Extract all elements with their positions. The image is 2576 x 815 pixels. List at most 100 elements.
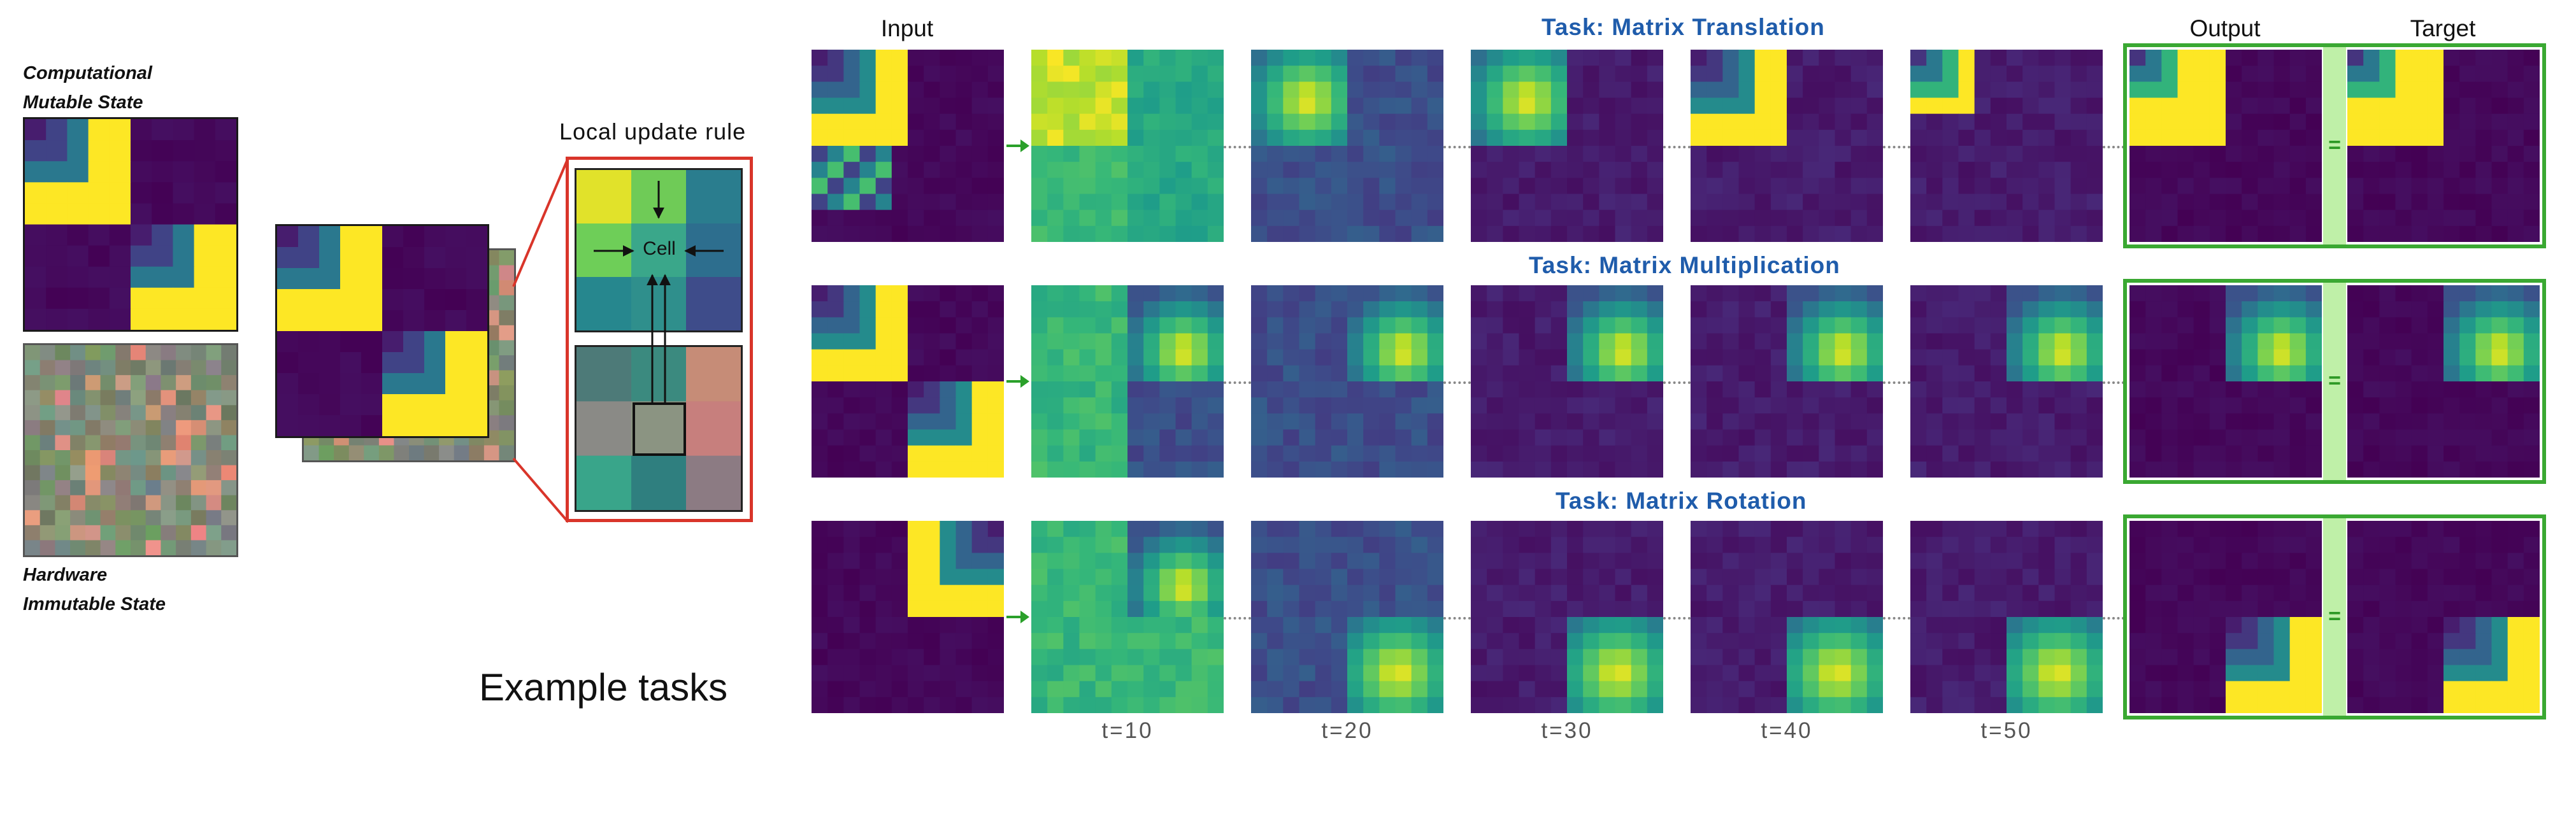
- local-update-rule-title: Local update rule: [559, 118, 747, 145]
- translation-input-panel-svg: [812, 50, 1004, 242]
- multiplication-dotted-connector-1: [1443, 381, 1471, 384]
- local-update-rule-frame: [566, 157, 753, 522]
- rotation-t20-panel-svg: [1251, 521, 1443, 713]
- zoom-line-bottom: [512, 457, 569, 523]
- column-output-header: Output: [2189, 15, 2261, 41]
- rotation-dotted-connector-0: [1224, 617, 1251, 620]
- rotation-green-arrow: [1006, 611, 1029, 623]
- column-target-header: Target: [2410, 15, 2476, 41]
- immutable-state-grid: [23, 343, 238, 557]
- computational-label-line1: Computational: [23, 63, 152, 83]
- hardware-label-line2: Immutable State: [23, 594, 166, 614]
- multiplication-dotted-connector-2: [1663, 381, 1691, 384]
- rotation-target-panel: [2347, 521, 2540, 713]
- computational-state-label: Computational Mutable State: [23, 59, 152, 117]
- multiplication-dotted-connector-3: [1883, 381, 1910, 384]
- rotation-input-panel-svg: [812, 521, 1004, 713]
- multiplication-t10-panel-svg: [1031, 285, 1224, 478]
- translation-dotted-connector-0: [1224, 146, 1251, 148]
- translation-t50-panel: [1910, 50, 2103, 242]
- translation-target-panel-svg: [2347, 50, 2540, 242]
- translation-t20-panel-svg: [1251, 50, 1443, 242]
- multiplication-t40-panel-svg: [1691, 285, 1883, 478]
- multiplication-input-panel: [812, 285, 1004, 478]
- translation-t10-panel-svg: [1031, 50, 1224, 242]
- translation-equals-sign: =: [2328, 133, 2341, 157]
- multiplication-input-panel-svg: [812, 285, 1004, 478]
- translation-green-arrow: [1006, 139, 1029, 152]
- task-title-rotation: Task: Matrix Rotation: [1556, 488, 1807, 514]
- rotation-output-panel-svg: [2129, 521, 2322, 713]
- rotation-output-target-frame: [2123, 514, 2546, 719]
- translation-dotted-connector-3: [1883, 146, 1910, 148]
- neighborhood-hardware-grid: [575, 345, 743, 512]
- translation-dotted-connector-4: [2103, 146, 2124, 148]
- rotation-t30-panel: [1471, 521, 1663, 713]
- time-label-50: t=50: [1980, 718, 2033, 743]
- translation-t50-panel-svg: [1910, 50, 2103, 242]
- mutable-state-svg: [25, 119, 236, 330]
- cell-label: Cell: [643, 238, 676, 259]
- rotation-output-panel: [2129, 521, 2322, 713]
- multiplication-t30-panel-svg: [1471, 285, 1663, 478]
- translation-t10-panel: [1031, 50, 1224, 242]
- translation-equals-strip: [2323, 47, 2346, 244]
- rotation-t30-panel-svg: [1471, 521, 1663, 713]
- rotation-dotted-connector-4: [2103, 617, 2124, 620]
- translation-t40-panel: [1691, 50, 1883, 242]
- translation-t20-panel: [1251, 50, 1443, 242]
- immutable-state-svg: [25, 345, 236, 555]
- rule-arrows: [594, 181, 724, 402]
- translation-input-panel: [812, 50, 1004, 242]
- rotation-dotted-connector-1: [1443, 617, 1471, 620]
- translation-t30-panel-svg: [1471, 50, 1663, 242]
- stacked-state-svg: [277, 226, 487, 436]
- multiplication-output-panel: [2129, 285, 2322, 478]
- time-label-40: t=40: [1761, 718, 1813, 743]
- rotation-dotted-connector-3: [1883, 617, 1910, 620]
- translation-t40-panel-svg: [1691, 50, 1883, 242]
- multiplication-t10-panel: [1031, 285, 1224, 478]
- translation-dotted-connector-2: [1663, 146, 1691, 148]
- multiplication-t30-panel: [1471, 285, 1663, 478]
- task-title-translation: Task: Matrix Translation: [1542, 14, 1825, 40]
- rotation-target-panel-svg: [2347, 521, 2540, 713]
- translation-output-panel: [2129, 50, 2322, 242]
- rotation-t50-panel: [1910, 521, 2103, 713]
- multiplication-t20-panel-svg: [1251, 285, 1443, 478]
- rotation-equals-strip: [2323, 518, 2346, 716]
- zoom-lines: [512, 157, 569, 523]
- rotation-t10-panel-svg: [1031, 521, 1224, 713]
- mutable-state-grid: [23, 117, 238, 332]
- rotation-t20-panel: [1251, 521, 1443, 713]
- multiplication-t50-panel-svg: [1910, 285, 2103, 478]
- rotation-input-panel: [812, 521, 1004, 713]
- multiplication-t20-panel: [1251, 285, 1443, 478]
- example-tasks-heading: Example tasks: [479, 666, 728, 709]
- multiplication-output-panel-svg: [2129, 285, 2322, 478]
- hardware-label-line1: Hardware: [23, 565, 108, 585]
- multiplication-dotted-connector-4: [2103, 381, 2124, 384]
- multiplication-dotted-connector-0: [1224, 381, 1251, 384]
- rotation-t40-panel-svg: [1691, 521, 1883, 713]
- rotation-dotted-connector-2: [1663, 617, 1691, 620]
- hardware-state-label: Hardware Immutable State: [23, 560, 166, 619]
- multiplication-t40-panel: [1691, 285, 1883, 478]
- rotation-t50-panel-svg: [1910, 521, 2103, 713]
- multiplication-output-target-frame: [2123, 279, 2546, 484]
- translation-dotted-connector-1: [1443, 146, 1471, 148]
- computational-label-line2: Mutable State: [23, 92, 143, 113]
- translation-target-panel: [2347, 50, 2540, 242]
- rotation-t10-panel: [1031, 521, 1224, 713]
- stacked-state-layer: [275, 224, 489, 438]
- multiplication-equals-strip: [2323, 283, 2346, 480]
- center-hardware-cell: [633, 402, 686, 456]
- rotation-t40-panel: [1691, 521, 1883, 713]
- time-label-30: t=30: [1541, 718, 1593, 743]
- zoom-line-top: [512, 157, 569, 287]
- multiplication-target-panel-svg: [2347, 285, 2540, 478]
- translation-output-panel-svg: [2129, 50, 2322, 242]
- time-label-20: t=20: [1321, 718, 1373, 743]
- multiplication-t50-panel: [1910, 285, 2103, 478]
- rotation-equals-sign: =: [2328, 604, 2341, 628]
